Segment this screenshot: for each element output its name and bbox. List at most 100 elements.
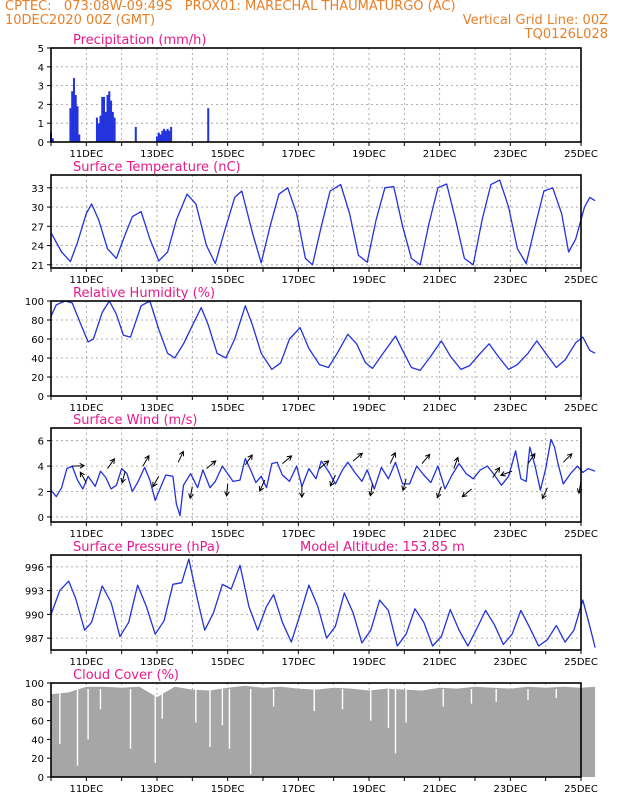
- y-tick-label: 40: [31, 735, 44, 746]
- wind-arrow: [562, 453, 573, 463]
- x-tick-label: 19DEC: [352, 529, 386, 540]
- wind-arrow: [177, 450, 185, 463]
- y-tick-label: 20: [31, 754, 44, 765]
- y-tick-label: 30: [31, 203, 44, 214]
- y-tick-label: 80: [31, 316, 44, 327]
- y-tick-label: 27: [31, 222, 44, 233]
- x-tick-label: 19DEC: [352, 275, 386, 286]
- x-tick-label: 19DEC: [352, 403, 386, 414]
- y-tick-label: 60: [31, 717, 44, 728]
- precip-bar: [159, 134, 162, 142]
- x-tick-label: 13DEC: [140, 529, 174, 540]
- y-tick-label: 40: [31, 354, 44, 365]
- precip-bar: [101, 96, 104, 142]
- precip-bar: [51, 138, 54, 142]
- wind-arrow: [436, 486, 442, 499]
- x-tick-label: 11DEC: [69, 784, 103, 795]
- precip-bar: [157, 132, 160, 142]
- x-tick-label: 19DEC: [352, 784, 386, 795]
- precip-bar: [163, 128, 166, 142]
- wind-arrow: [421, 453, 431, 464]
- series-line: [50, 179, 596, 266]
- panel-frame: [50, 682, 582, 778]
- x-tick-label: 17DEC: [281, 784, 315, 795]
- x-tick-label: 15DEC: [211, 784, 245, 795]
- precip-bar: [161, 130, 164, 142]
- x-tick-label: 21DEC: [423, 149, 457, 160]
- x-tick-label: 23DEC: [493, 657, 527, 668]
- wind-arrow: [299, 485, 305, 499]
- header-grid-note: Vertical Grid Line: 00Z: [462, 13, 608, 28]
- precip-bar: [111, 111, 114, 142]
- cloud-area: [51, 685, 596, 777]
- wind-arrow: [492, 466, 501, 478]
- y-tick-label: 100: [25, 679, 44, 690]
- x-tick-label: 21DEC: [423, 529, 457, 540]
- wind-arrow: [152, 476, 160, 488]
- model-altitude: Model Altitude: 153.85 m: [300, 540, 465, 555]
- wind-arrow: [72, 462, 86, 469]
- precip-bar: [104, 111, 107, 142]
- wind-arrow: [401, 478, 407, 492]
- y-tick-label: 0: [38, 773, 44, 784]
- precip-bar: [71, 91, 74, 142]
- panel-title: Surface Pressure (hPa): [73, 540, 220, 555]
- wind-arrow: [142, 454, 150, 467]
- x-tick-label: 13DEC: [140, 784, 174, 795]
- wind-arrow: [79, 471, 87, 483]
- x-tick-label: 25DEC: [564, 784, 598, 795]
- x-tick-label: 11DEC: [69, 403, 103, 414]
- wind-arrow: [527, 452, 536, 464]
- precip-bar: [76, 106, 79, 142]
- wind-arrow: [461, 488, 472, 498]
- y-tick-label: 60: [31, 335, 44, 346]
- precip-bar: [95, 117, 98, 142]
- panel-title: Surface Wind (m/s): [73, 413, 197, 428]
- x-tick-label: 15DEC: [211, 529, 245, 540]
- y-tick-label: 4: [38, 63, 44, 74]
- y-tick-label: 2: [38, 100, 44, 111]
- precip-bar: [99, 115, 102, 142]
- wind-arrow: [389, 451, 397, 464]
- wind-arrow: [329, 474, 336, 487]
- panel-frame: [50, 47, 582, 143]
- x-tick-label: 17DEC: [281, 657, 315, 668]
- precip-bar: [110, 100, 113, 142]
- precip-bar: [74, 95, 77, 142]
- y-tick-label: 990: [25, 610, 44, 621]
- panel-3: 0 20 40 60 80 100 11DEC 13DEC 15DEC 17DEC 19DEC 21D…: [25, 286, 598, 414]
- x-tick-label: 23DEC: [493, 275, 527, 286]
- precip-bar: [113, 117, 116, 142]
- wind-arrow: [188, 486, 194, 500]
- x-tick-label: 13DEC: [140, 149, 174, 160]
- precip-bar: [103, 96, 105, 142]
- wind-arrow: [244, 454, 253, 466]
- x-tick-label: 21DEC: [423, 784, 457, 795]
- series-line: [50, 558, 596, 648]
- x-tick-label: 21DEC: [423, 403, 457, 414]
- precip-bar: [106, 95, 109, 142]
- x-tick-label: 17DEC: [281, 529, 315, 540]
- y-tick-label: 80: [31, 698, 44, 709]
- x-tick-label: 17DEC: [281, 275, 315, 286]
- header-model-id: TQ0126L028: [524, 27, 608, 42]
- x-tick-label: 11DEC: [69, 529, 103, 540]
- wind-arrow: [368, 483, 374, 497]
- x-tick-label: 25DEC: [564, 403, 598, 414]
- x-tick-label: 19DEC: [352, 149, 386, 160]
- x-tick-label: 15DEC: [211, 657, 245, 668]
- series-line: [50, 300, 596, 372]
- y-tick-label: 6: [38, 437, 44, 448]
- x-tick-label: 23DEC: [493, 403, 527, 414]
- panel-title: Precipitation (mm/h): [73, 33, 206, 48]
- x-tick-label: 13DEC: [140, 403, 174, 414]
- y-tick-label: 996: [25, 563, 44, 574]
- wind-arrow: [258, 479, 266, 492]
- panel-6: 0 20 40 60 80 100 11DEC 13DEC 15DEC 17DEC 19DEC 21D…: [25, 668, 598, 795]
- header-run-date: 10DEC2020 00Z (GMT): [5, 13, 156, 28]
- x-tick-label: 21DEC: [423, 657, 457, 668]
- precip-bar: [72, 78, 75, 142]
- precip-bar: [97, 123, 100, 142]
- y-tick-label: 100: [25, 297, 44, 308]
- y-tick-label: 2: [38, 488, 44, 499]
